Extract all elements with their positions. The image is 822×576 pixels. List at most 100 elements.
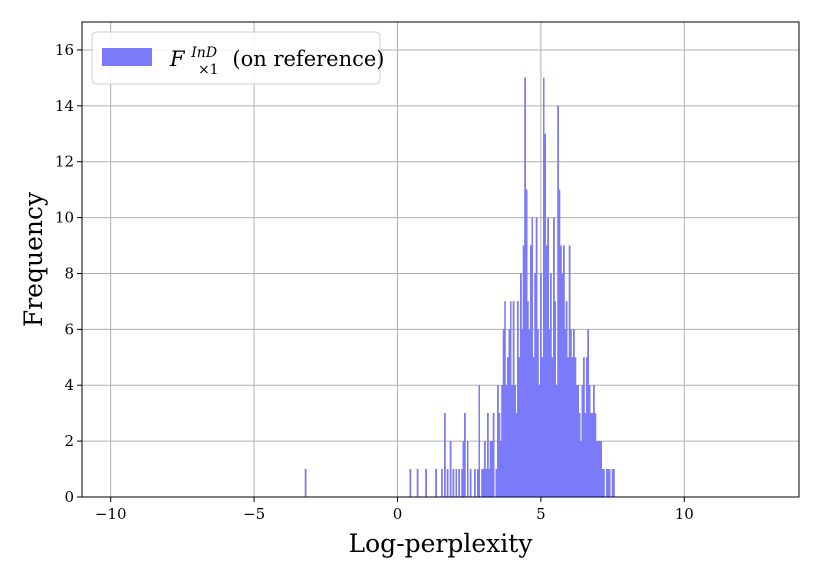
histogram-bar: [496, 385, 499, 498]
histogram-bar: [544, 133, 547, 498]
legend-label: F InD ×1 (on reference): [169, 38, 385, 79]
histogram-bar: [507, 357, 509, 498]
histogram-bar: [537, 329, 539, 498]
legend-label-subscript: ×1: [198, 62, 219, 78]
histogram-bar: [409, 468, 412, 498]
histogram-bar: [538, 385, 541, 498]
legend-box: [91, 31, 381, 85]
legend-label-suffix: (on reference): [232, 47, 384, 71]
grid-lines: [82, 22, 799, 498]
histogram-bar: [594, 413, 597, 498]
histogram-bar: [478, 385, 481, 498]
y-tick-label: 4: [64, 376, 74, 394]
histogram-bar: [519, 273, 522, 498]
histogram-bar: [613, 468, 615, 498]
y-tick-label: 10: [55, 209, 74, 227]
histogram-bar: [501, 385, 504, 498]
x-tick-label: 0: [393, 505, 403, 523]
histogram-bar: [550, 273, 552, 498]
histogram-bar: [583, 357, 585, 498]
histogram-bar: [575, 385, 578, 498]
y-tick-label: 6: [64, 320, 74, 338]
histogram-bar: [521, 329, 524, 498]
y-tick-label: 0: [64, 488, 74, 506]
histogram-bar: [485, 468, 488, 498]
histogram-bar: [498, 413, 501, 498]
histogram-bar: [446, 468, 449, 498]
histogram-bar: [425, 468, 428, 498]
histogram-bar: [476, 468, 479, 498]
histogram-bar: [461, 468, 463, 498]
legend-label-superscript: InD: [190, 45, 217, 61]
histogram-bar: [587, 329, 590, 498]
histogram-bar: [572, 329, 575, 498]
histogram-bar: [486, 413, 489, 498]
histogram-bar: [601, 468, 604, 498]
histogram-bar: [555, 385, 558, 498]
y-tick-label: 8: [64, 264, 74, 282]
histogram-bar: [512, 301, 515, 498]
histogram-bar: [552, 217, 555, 498]
histogram-bar: [441, 468, 443, 498]
histogram-bar: [562, 245, 565, 498]
histogram-bar: [571, 357, 574, 498]
histogram-bar: [304, 468, 307, 498]
histogram-bar: [577, 385, 580, 498]
histogram-bar: [561, 273, 564, 498]
histogram-bar: [435, 468, 438, 498]
histogram-bar: [557, 105, 559, 498]
histogram-bar: [581, 385, 584, 498]
histogram-bar: [567, 357, 569, 498]
histogram-bar: [603, 468, 605, 498]
histogram-bar: [547, 217, 549, 498]
histogram-bar: [598, 440, 601, 498]
histogram-bar: [565, 301, 568, 498]
histogram-bar: [551, 357, 554, 498]
histogram-bar: [527, 301, 529, 498]
histogram-bar: [593, 385, 595, 498]
histogram-bar: [509, 301, 512, 498]
histogram-bar: [570, 329, 572, 498]
histogram-bar: [505, 385, 508, 498]
legend-label-base: F: [169, 47, 186, 71]
histogram-bar: [534, 273, 537, 498]
histogram-bar: [584, 413, 587, 498]
histogram-bar: [515, 413, 518, 498]
histogram-bar: [452, 468, 455, 498]
histogram-bar: [495, 468, 498, 498]
x-axis-label: Log-perplexity: [349, 529, 534, 558]
histogram-bar: [611, 468, 614, 498]
histogram-bar: [608, 468, 611, 498]
histogram-bar: [474, 468, 476, 498]
histogram-bar: [588, 385, 591, 498]
histogram-bar: [514, 385, 516, 498]
histogram-bar: [578, 413, 581, 498]
histogram-bar: [529, 245, 532, 498]
histogram-bar: [518, 357, 521, 498]
histogram-bar: [590, 413, 592, 498]
histogram-bar: [462, 440, 465, 498]
x-tick-label: −10: [95, 505, 127, 523]
histogram-bar: [605, 468, 608, 498]
histogram-bar: [535, 217, 538, 498]
histogram-bar: [416, 468, 419, 498]
y-tick-label: 12: [55, 153, 74, 171]
histogram-bar: [488, 468, 491, 498]
histogram-bar: [548, 329, 551, 498]
histogram-bar: [492, 413, 495, 498]
histogram-bar: [560, 245, 562, 498]
histogram-bar: [540, 273, 542, 498]
histogram-bar: [504, 301, 506, 498]
histogram-bar: [542, 77, 545, 498]
histogram-bar: [574, 357, 577, 498]
plot-frame: [81, 21, 800, 498]
histogram-bar: [580, 440, 582, 498]
x-tick-label: 10: [675, 505, 694, 523]
histogram-bar: [489, 440, 492, 498]
axis-ticks: −10 −5 0 5 10 0 2 4 6 8 10 12 14 16: [55, 41, 694, 523]
histogram-bar: [466, 440, 469, 498]
histogram-bar: [531, 217, 534, 498]
histogram-bar: [595, 440, 598, 498]
histogram-bar: [558, 189, 561, 498]
